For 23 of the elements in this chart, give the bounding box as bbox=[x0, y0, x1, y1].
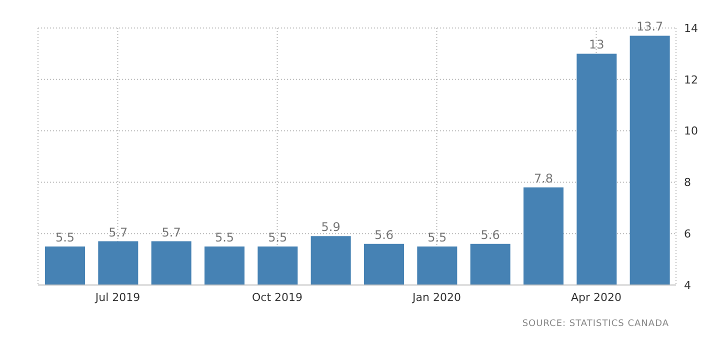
source-note: SOURCE: STATISTICS CANADA bbox=[521, 319, 669, 329]
y-tick-label: 14 bbox=[684, 22, 698, 35]
data-label: 5.7 bbox=[162, 225, 181, 240]
x-tick-label: Jul 2019 bbox=[94, 290, 140, 304]
y-tick-label: 8 bbox=[684, 176, 691, 190]
data-label: 5.7 bbox=[108, 225, 128, 240]
x-tick-label: Apr 2020 bbox=[570, 290, 622, 304]
y-tick-label: 4 bbox=[684, 278, 691, 292]
data-label: 5.9 bbox=[321, 220, 340, 234]
data-label: 13 bbox=[589, 38, 604, 52]
data-label: 7.8 bbox=[534, 171, 554, 186]
data-label: 5.5 bbox=[55, 230, 75, 244]
data-label: 5.5 bbox=[214, 230, 234, 244]
data-label: 5.6 bbox=[480, 228, 500, 242]
data-label: 13.7 bbox=[636, 20, 664, 34]
data-label: 5.6 bbox=[374, 228, 394, 242]
y-tick-label: 12 bbox=[684, 73, 698, 86]
x-tick-label: Oct 2019 bbox=[252, 290, 303, 304]
x-tick-label: Jan 2020 bbox=[412, 290, 461, 304]
y-tick-label: 10 bbox=[684, 124, 698, 138]
data-label: 5.5 bbox=[428, 230, 447, 244]
y-tick-label: 6 bbox=[684, 228, 691, 241]
data-label: 5.5 bbox=[268, 230, 288, 244]
